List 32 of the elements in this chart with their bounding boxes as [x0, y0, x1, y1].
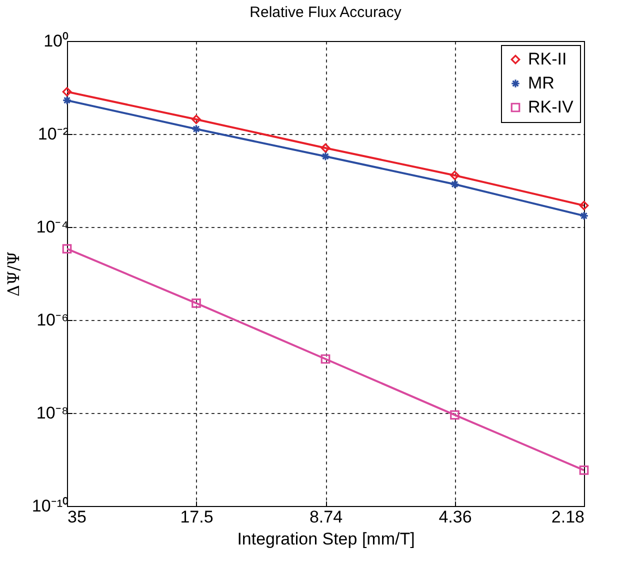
point — [62, 87, 72, 96]
x-tick-label: 2.18 — [551, 508, 584, 526]
point — [192, 298, 201, 308]
y-tick-label: 10⁻⁴ — [36, 218, 68, 236]
point — [579, 465, 589, 475]
chart-title: Relative Flux Accuracy — [250, 4, 402, 21]
point — [62, 244, 72, 254]
legend-label: MR — [528, 74, 554, 92]
legend-label: RK-IV — [528, 98, 574, 116]
x-tick-label: 17.5 — [180, 508, 214, 526]
point — [450, 170, 460, 180]
point — [450, 180, 460, 189]
point — [320, 152, 330, 162]
y-axis-title: ΔΨ/Ψ — [4, 251, 23, 297]
y-tick-label: 10⁻⁶ — [36, 310, 68, 330]
point — [579, 200, 589, 210]
y-tick-label: 10⁻¹⁰ — [32, 496, 68, 516]
point — [192, 114, 201, 124]
point — [579, 211, 589, 220]
legend-label: RK-II — [528, 50, 567, 68]
x-axis-title: Integration Step [mm/T] — [237, 530, 415, 548]
x-tick-label: 4.36 — [438, 508, 472, 526]
y-tick-label: 10⁰ — [44, 32, 68, 50]
point — [192, 124, 201, 134]
point — [320, 354, 330, 364]
x-tick-label: 35 — [68, 508, 86, 526]
y-tick-label: 10⁻⁸ — [36, 404, 68, 422]
y-tick-label: 10⁻² — [38, 124, 69, 144]
point — [450, 410, 460, 420]
x-tick-label: 8.74 — [309, 508, 343, 526]
point — [62, 96, 72, 105]
point — [320, 143, 330, 153]
